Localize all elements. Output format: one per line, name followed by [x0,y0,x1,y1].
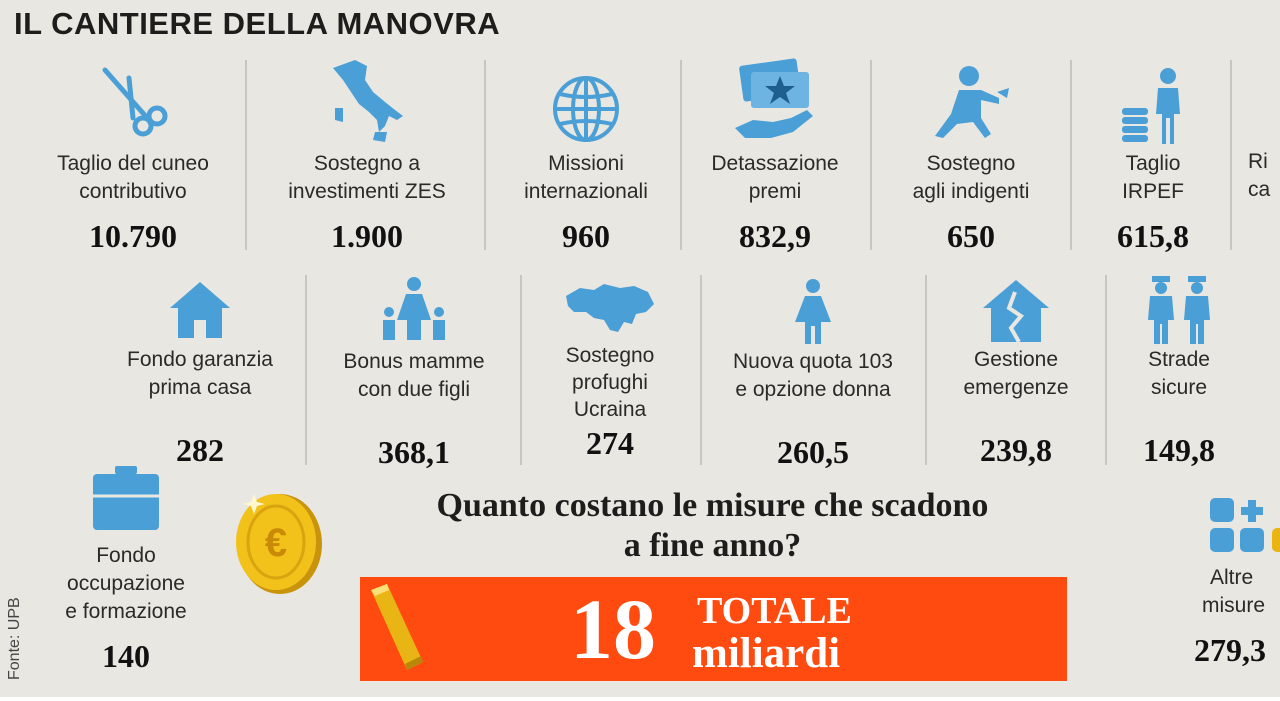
measure-label: profughi [572,371,648,394]
measure-value: 10.790 [89,218,177,254]
measure-label: Sostegno [565,344,655,367]
globe-icon [553,76,619,142]
measure-card-missioni: Missioni internazionali 960 [498,74,674,255]
measure-card-irpef: Taglio IRPEF 615,8 [1080,66,1226,255]
measure-label: agli indigenti [912,180,1030,203]
measure-label: Fondo [96,544,156,567]
measure-label: Fondo garanzia [127,348,273,371]
measure-label: Ucraina [573,398,647,421]
page-title: IL CANTIERE DELLA MANOVRA [14,6,501,41]
measure-card-occupazione: Fondo occupazione e formazione 140 [40,464,212,675]
separator [870,60,872,250]
measure-label: contributivo [79,180,187,203]
cracked-house-icon [983,280,1049,343]
measure-value: 650 [947,218,995,254]
separator [305,275,307,465]
measure-label: Taglio del cuneo [57,152,209,175]
separator [1105,275,1107,465]
measure-label: Taglio [1125,152,1181,175]
measure-card-indigenti: Sostegno agli indigenti 650 [880,62,1062,255]
separator [484,60,486,250]
measure-label: sicure [1150,376,1208,399]
measure-card-bonus-mamme: Bonus mamme con due figli 368,1 [316,276,512,471]
measure-label: Ri [1248,150,1268,173]
house-icon [170,282,230,338]
measure-value: 274 [586,425,634,461]
svg-text:€: € [265,521,287,565]
measure-value: 282 [176,432,224,468]
measure-value: 279,3 [1194,632,1266,668]
measure-label: Nuova quota 103 [733,350,893,373]
grid-plus-icon [1210,498,1280,552]
measure-card-quota-103: Nuova quota 103 e opzione donna 260,5 [708,278,918,471]
bottom-divider [0,697,1280,701]
measure-label: Altre [1210,566,1254,589]
scissors-icon [102,67,168,137]
separator [1070,60,1072,250]
total-banner [360,577,1067,681]
measure-label: Sostegno a [313,152,421,175]
woman-icon [795,279,831,344]
measure-value: 960 [562,218,610,254]
separator [680,60,682,250]
measure-card-emergenze: Gestione emergenze 239,8 [934,278,1098,469]
measure-card-cuneo: Taglio del cuneo contributivo 10.790 [30,62,236,255]
measure-value: 260,5 [777,434,849,470]
gold-bar-icon [371,584,423,670]
source-note: Fonte: UPB [6,597,23,680]
measure-card-altre-misure: Altre misure 279,3 [1194,496,1280,669]
total-unit: miliardi [692,630,841,677]
measure-label: occupazione [67,572,185,595]
police-icon [1148,276,1210,344]
measure-value: 615,8 [1117,218,1189,254]
measure-label: Sostegno [926,152,1016,175]
italy-map-icon [333,60,403,142]
separator [520,275,522,465]
measure-card-zes: Sostegno a investimenti ZES 1.900 [262,58,472,255]
measure-label: Missioni [548,152,624,175]
total-number: 18 [570,581,656,677]
measure-card-ucraina: Sostegno profughi Ucraina 274 [528,282,692,462]
separator [925,275,927,465]
measure-label: e opzione donna [735,378,891,401]
measure-label: IRPEF [1122,180,1184,203]
measure-value: 1.900 [331,218,403,254]
briefcase-icon [93,466,159,530]
measure-label: Detassazione [711,152,839,175]
measure-label: e formazione [65,600,187,623]
measure-label: Strade [1148,348,1210,371]
separator [1230,60,1232,250]
measure-label: premi [748,180,802,203]
measure-card-partial: Ri ca [1248,148,1280,204]
coins-person-icon [1122,68,1180,144]
measure-label: prima casa [148,376,252,399]
measure-value: 149,8 [1143,432,1215,468]
total-label: TOTALE [697,590,852,632]
separator [700,275,702,465]
ukraine-map-icon [566,284,654,332]
bonus-hand-icon [735,58,813,138]
measure-label: Bonus mamme [343,350,485,373]
measure-label: emergenze [963,376,1069,399]
kneeling-person-icon [935,66,1009,138]
question-line: Quanto costano le misure che scadono [436,487,989,524]
measure-label: ca [1248,178,1271,201]
family-icon [383,277,445,340]
separator [245,60,247,250]
measure-value: 239,8 [980,432,1052,468]
measure-value: 832,9 [739,218,811,254]
measure-label: investimenti ZES [288,180,446,203]
euro-coin-icon: € [236,494,322,594]
question-heading: Quanto costano le misure che scadono a f… [340,486,1085,566]
measure-label: internazionali [524,180,648,203]
measure-card-prima-casa: Fondo garanzia prima casa 282 [100,280,300,469]
measure-value: 368,1 [378,434,450,470]
measure-label: Gestione [973,348,1059,371]
measure-card-detassazione: Detassazione premi 832,9 [690,58,860,255]
measure-label: misure [1202,594,1266,617]
measure-label: con due figli [357,378,471,401]
measure-card-strade-sicure: Strade sicure 149,8 [1114,274,1244,469]
measure-value: 140 [102,638,150,674]
question-line: a fine anno? [623,527,802,564]
